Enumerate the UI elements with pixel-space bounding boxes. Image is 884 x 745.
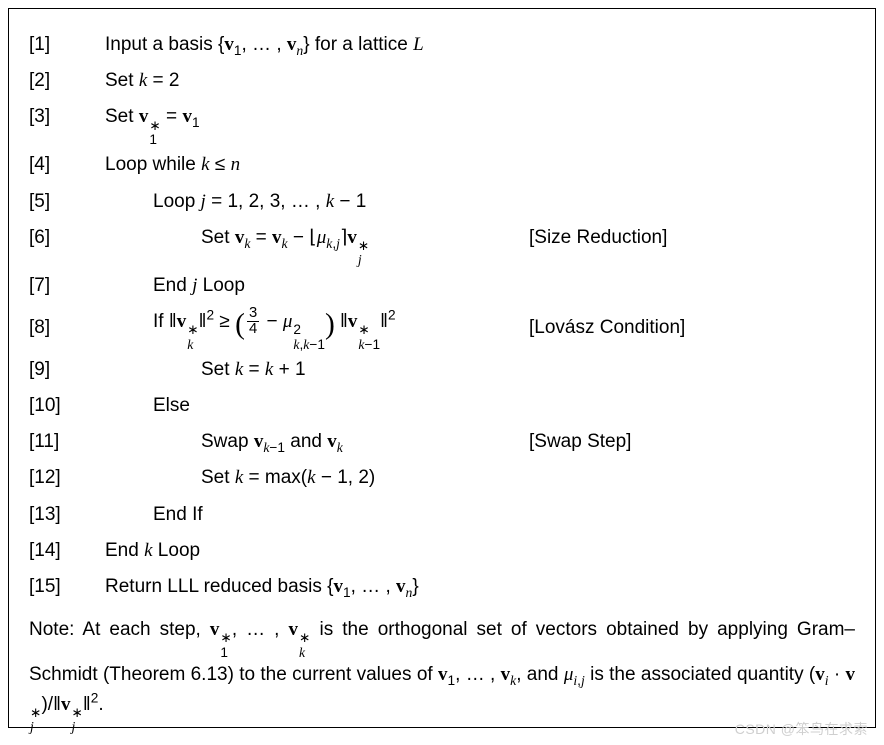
step-num: [15]: [29, 569, 75, 605]
step-10: [10] Else: [29, 388, 855, 424]
step-7: [7] End j Loop: [29, 268, 855, 304]
step-num: [6]: [29, 220, 75, 256]
step-num: [13]: [29, 497, 75, 533]
step-text: Input a basis {v1, … , vn} for a lattice…: [75, 27, 424, 63]
step-9: [9] Set k = k + 1: [29, 352, 855, 388]
step-text: Swap vk−1 and vk: [75, 424, 343, 460]
step-3: [3] Set v∗1 = v1: [29, 99, 855, 147]
step-text: If ‖v∗k‖2 ≥ (34 − μ2k,k−1) ‖v∗k−1‖2: [75, 304, 396, 352]
step-num: [12]: [29, 460, 75, 496]
step-text: Set vk = vk − ⌊μk,j⌉v∗j: [75, 220, 369, 268]
step-15: [15] Return LLL reduced basis {v1, … , v…: [29, 569, 855, 605]
step-num: [14]: [29, 533, 75, 569]
step-14: [14] End k Loop: [29, 533, 855, 569]
step-num: [1]: [29, 27, 75, 63]
step-11: [11] Swap vk−1 and vk [Swap Step]: [29, 424, 855, 460]
step-text: Set k = k + 1: [75, 352, 306, 388]
step-text: Loop j = 1, 2, 3, … , k − 1: [75, 184, 366, 220]
step-num: [4]: [29, 147, 75, 183]
step-text: Else: [75, 388, 190, 424]
algorithm-box: [1] Input a basis {v1, … , vn} for a lat…: [8, 8, 876, 728]
step-text: End k Loop: [75, 533, 200, 569]
step-13: [13] End If: [29, 497, 855, 533]
step-5: [5] Loop j = 1, 2, 3, … , k − 1: [29, 184, 855, 220]
step-num: [2]: [29, 63, 75, 99]
step-6: [6] Set vk = vk − ⌊μk,j⌉v∗j [Size Reduct…: [29, 220, 855, 268]
step-num: [11]: [29, 424, 75, 460]
step-text: Set k = max(k − 1, 2): [75, 460, 375, 496]
step-text: End If: [75, 497, 203, 533]
step-4: [4] Loop while k ≤ n: [29, 147, 855, 183]
step-text: End j Loop: [75, 268, 245, 304]
step-num: [5]: [29, 184, 75, 220]
step-text: Set k = 2: [75, 63, 179, 99]
note-text: Note: At each step, v∗1, … , v∗k is the …: [29, 615, 855, 735]
step-text: Loop while k ≤ n: [75, 147, 240, 183]
step-num: [8]: [29, 310, 75, 346]
step-8: [8] If ‖v∗k‖2 ≥ (34 − μ2k,k−1) ‖v∗k−1‖2 …: [29, 304, 855, 352]
tag-lovasz: [Lovász Condition]: [529, 310, 685, 346]
step-1: [1] Input a basis {v1, … , vn} for a lat…: [29, 27, 855, 63]
frac-num: 3: [247, 306, 259, 323]
step-text: Return LLL reduced basis {v1, … , vn}: [75, 569, 419, 605]
step-num: [3]: [29, 99, 75, 135]
step-num: [9]: [29, 352, 75, 388]
step-2: [2] Set k = 2: [29, 63, 855, 99]
tag-size-reduction: [Size Reduction]: [529, 220, 667, 256]
step-text: Set v∗1 = v1: [75, 99, 200, 147]
step-12: [12] Set k = max(k − 1, 2): [29, 460, 855, 496]
tag-swap: [Swap Step]: [529, 424, 631, 460]
step-num: [10]: [29, 388, 75, 424]
step-num: [7]: [29, 268, 75, 304]
frac-den: 4: [247, 322, 259, 338]
watermark: CSDN @笨鸟在求索: [735, 719, 868, 739]
